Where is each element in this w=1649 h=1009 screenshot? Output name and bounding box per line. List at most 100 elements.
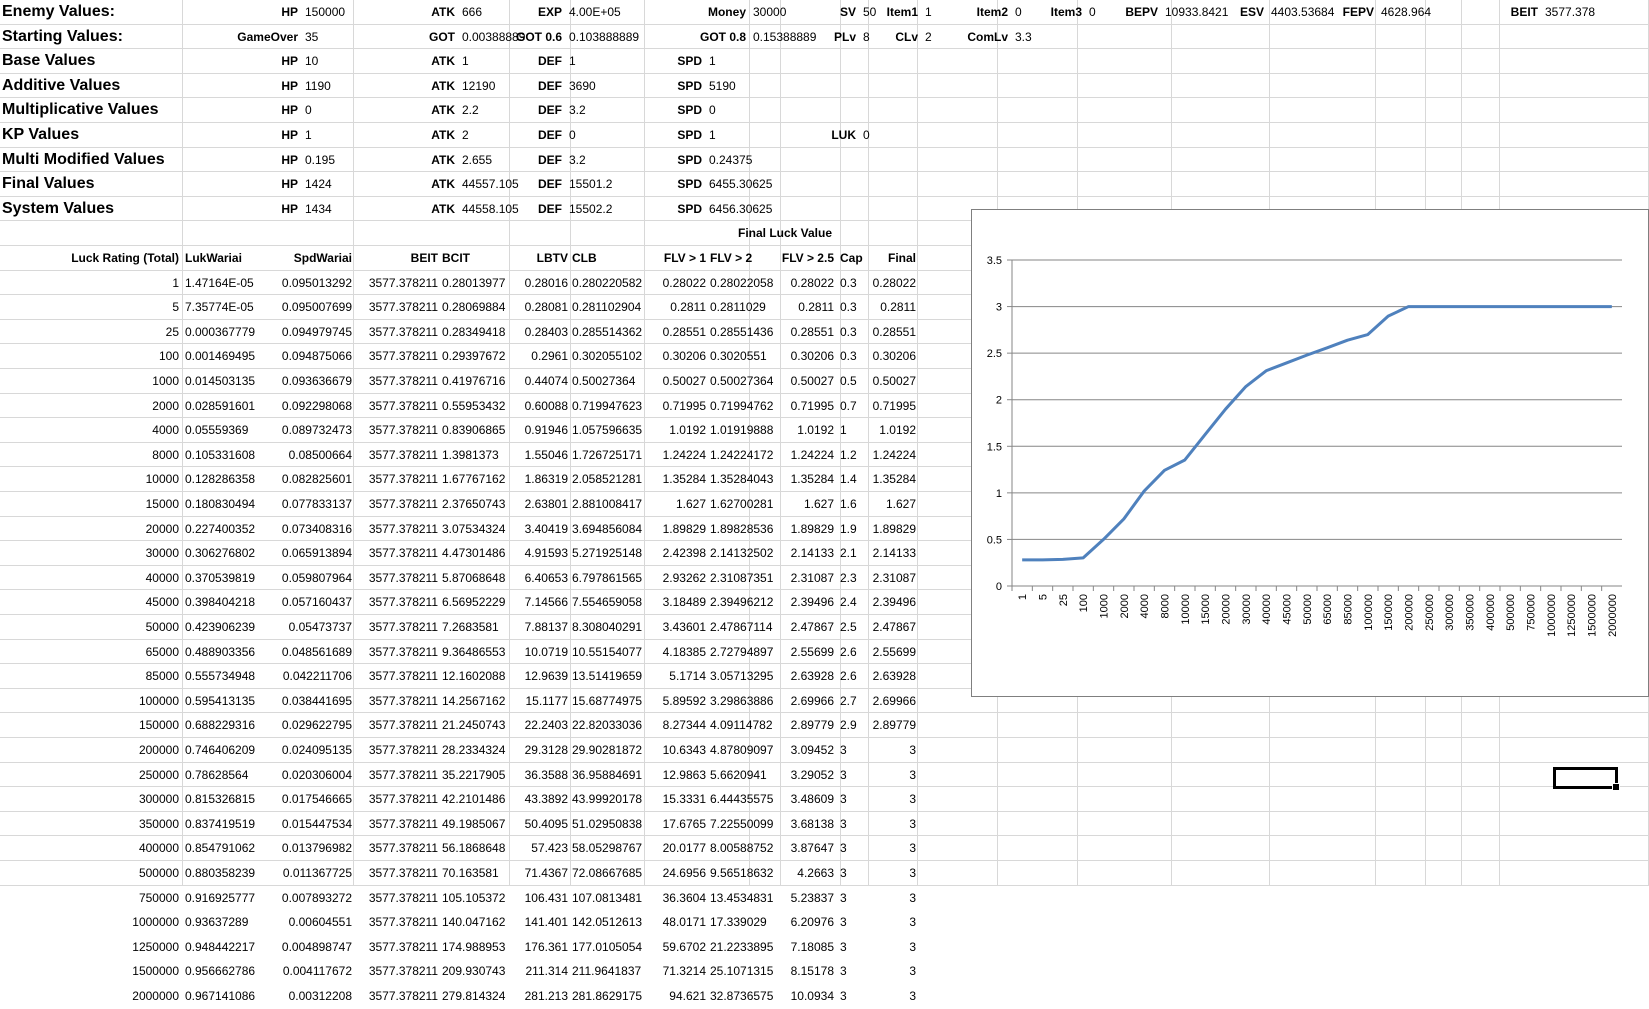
table-cell[interactable]: 3577.378211 bbox=[368, 497, 438, 511]
empty-cell[interactable] bbox=[841, 24, 869, 50]
empty-cell[interactable] bbox=[1270, 0, 1376, 25]
empty-cell[interactable] bbox=[1426, 24, 1462, 50]
empty-cell[interactable] bbox=[869, 344, 918, 369]
table-cell[interactable]: 30000 bbox=[145, 546, 179, 561]
table-cell[interactable]: 0.004117672 bbox=[282, 964, 352, 979]
empty-cell[interactable] bbox=[510, 49, 571, 74]
empty-cell[interactable] bbox=[869, 270, 918, 296]
empty-cell[interactable] bbox=[998, 688, 1078, 714]
empty-cell[interactable] bbox=[1426, 0, 1462, 25]
empty-cell[interactable] bbox=[510, 467, 571, 492]
table-cell[interactable]: 5 bbox=[172, 300, 179, 315]
row-label[interactable]: Multiplicative Values bbox=[0, 98, 183, 123]
empty-cell[interactable] bbox=[781, 344, 841, 369]
table-cell[interactable]: 9.36486553 bbox=[442, 644, 506, 659]
empty-cell[interactable] bbox=[1172, 787, 1270, 812]
table-cell[interactable]: 2.47867 bbox=[872, 620, 916, 634]
empty-cell[interactable] bbox=[750, 49, 781, 74]
table-cell[interactable]: 1.9 bbox=[840, 521, 857, 536]
table-cell[interactable]: 2.39496 bbox=[790, 595, 834, 610]
table-cell[interactable]: 2.5 bbox=[840, 620, 857, 634]
empty-cell[interactable] bbox=[841, 369, 869, 394]
empty-cell[interactable] bbox=[1376, 172, 1426, 197]
table-cell[interactable]: 29.3128 bbox=[524, 743, 568, 757]
empty-cell[interactable] bbox=[869, 393, 918, 419]
empty-cell[interactable] bbox=[781, 492, 841, 517]
table-cell[interactable]: 0.092298068 bbox=[281, 398, 352, 413]
empty-cell[interactable] bbox=[841, 442, 869, 468]
field-value[interactable]: 0.195 bbox=[305, 152, 336, 167]
selected-cell[interactable] bbox=[1553, 767, 1620, 791]
table-cell[interactable]: 0.28081 bbox=[524, 300, 568, 315]
table-cell[interactable]: 3577.378211 bbox=[368, 349, 438, 364]
table-cell[interactable]: 0.094979745 bbox=[281, 324, 352, 339]
empty-cell[interactable] bbox=[0, 541, 183, 566]
empty-cell[interactable] bbox=[750, 836, 781, 861]
table-cell[interactable]: 8.27344 bbox=[662, 718, 706, 733]
empty-cell[interactable] bbox=[354, 664, 510, 689]
table-cell[interactable]: 5.1714 bbox=[669, 669, 706, 684]
empty-cell[interactable] bbox=[645, 393, 750, 419]
empty-cell[interactable] bbox=[750, 246, 781, 271]
table-cell[interactable]: 5.271925148 bbox=[572, 546, 643, 561]
empty-cell[interactable] bbox=[1172, 49, 1270, 74]
empty-cell[interactable] bbox=[510, 270, 571, 296]
empty-cell[interactable] bbox=[645, 713, 750, 738]
empty-cell[interactable] bbox=[1078, 713, 1172, 738]
table-cell[interactable]: 1.24224172 bbox=[710, 447, 774, 462]
empty-cell[interactable] bbox=[510, 98, 571, 123]
field-value[interactable]: 3690 bbox=[569, 78, 596, 93]
empty-cell[interactable] bbox=[781, 467, 841, 492]
empty-cell[interactable] bbox=[1376, 713, 1426, 738]
column-header[interactable]: FLV > 2.5 bbox=[781, 251, 834, 265]
table-cell[interactable]: 0.093636679 bbox=[281, 374, 352, 388]
table-cell[interactable]: 15.68774975 bbox=[572, 693, 643, 708]
empty-cell[interactable] bbox=[510, 319, 571, 345]
empty-cell[interactable] bbox=[571, 467, 645, 492]
table-cell[interactable]: 0.28349418 bbox=[442, 324, 506, 339]
empty-cell[interactable] bbox=[781, 295, 841, 320]
empty-cell[interactable] bbox=[1462, 147, 1500, 173]
empty-cell[interactable] bbox=[183, 713, 354, 738]
field-value[interactable]: 1 bbox=[305, 128, 312, 142]
empty-cell[interactable] bbox=[750, 664, 781, 689]
empty-cell[interactable] bbox=[781, 590, 841, 615]
empty-cell[interactable] bbox=[1462, 787, 1500, 812]
empty-cell[interactable] bbox=[354, 836, 510, 861]
empty-cell[interactable] bbox=[1270, 861, 1376, 886]
table-cell[interactable]: 43.99920178 bbox=[572, 792, 643, 807]
table-cell[interactable]: 10.55154077 bbox=[572, 644, 643, 659]
empty-cell[interactable] bbox=[571, 295, 645, 320]
empty-cell[interactable] bbox=[869, 0, 918, 25]
table-cell[interactable]: 3577.378211 bbox=[368, 447, 438, 462]
empty-cell[interactable] bbox=[1172, 688, 1270, 714]
empty-cell[interactable] bbox=[1376, 787, 1426, 812]
empty-cell[interactable] bbox=[841, 221, 869, 246]
table-cell[interactable]: 1.0192 bbox=[669, 423, 706, 438]
table-cell[interactable]: 0.306276802 bbox=[185, 546, 256, 561]
table-cell[interactable]: 0.30206 bbox=[790, 349, 834, 364]
table-cell[interactable]: 1250000 bbox=[132, 939, 179, 954]
column-header[interactable]: FLV > 2 bbox=[710, 251, 753, 265]
table-cell[interactable]: 1.3981373 bbox=[442, 447, 499, 462]
empty-cell[interactable] bbox=[571, 319, 645, 345]
empty-cell[interactable] bbox=[1172, 811, 1270, 837]
empty-cell[interactable] bbox=[869, 713, 918, 738]
field-value[interactable]: 1 bbox=[709, 54, 716, 69]
table-cell[interactable]: 2.47867 bbox=[790, 620, 834, 634]
empty-cell[interactable] bbox=[750, 639, 781, 665]
empty-cell[interactable] bbox=[183, 49, 354, 74]
table-cell[interactable]: 3.40419 bbox=[524, 521, 568, 536]
table-cell[interactable]: 0.013796982 bbox=[281, 841, 352, 856]
empty-cell[interactable] bbox=[841, 123, 869, 148]
empty-cell[interactable] bbox=[510, 688, 571, 714]
empty-cell[interactable] bbox=[645, 738, 750, 763]
empty-cell[interactable] bbox=[998, 147, 1078, 173]
empty-cell[interactable] bbox=[918, 713, 998, 738]
table-cell[interactable]: 3577.378211 bbox=[368, 374, 438, 388]
table-cell[interactable]: 5.6620941 bbox=[710, 767, 767, 782]
table-cell[interactable]: 2.89779 bbox=[790, 718, 834, 733]
empty-cell[interactable] bbox=[998, 123, 1078, 148]
empty-cell[interactable] bbox=[571, 123, 645, 148]
field-value[interactable]: 3.2 bbox=[569, 152, 586, 167]
